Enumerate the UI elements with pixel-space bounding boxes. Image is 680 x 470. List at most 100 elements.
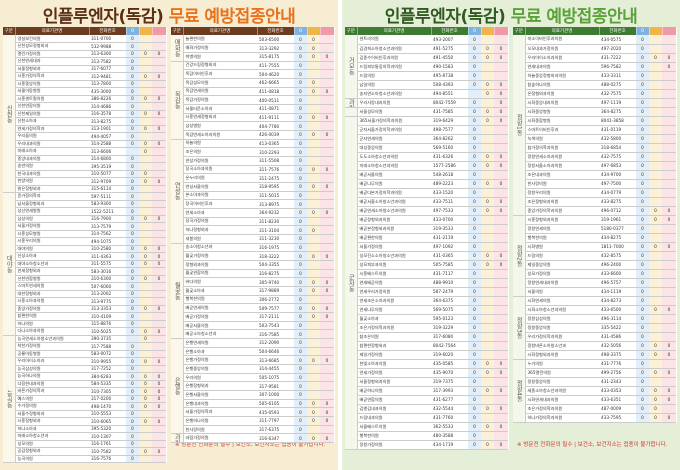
target-3-mark xyxy=(152,267,166,276)
target-3-mark xyxy=(662,116,676,126)
table-row: 정왕서울소아과의원 497-6853 0 xyxy=(513,161,676,171)
target-2-mark: 0 xyxy=(649,53,662,63)
clinic-phone: 317-6077 xyxy=(89,65,126,73)
target-3-mark xyxy=(494,296,508,306)
target-3-mark xyxy=(494,71,508,81)
table-row: 시화병원 1811-7000 0 0 0 xyxy=(513,242,676,252)
clinic-name: 성신연세병원 xyxy=(15,207,89,216)
target-1-mark: 0 xyxy=(636,251,649,261)
clinic-name: 조은내과의원 xyxy=(525,170,599,180)
target-1-mark: 0 xyxy=(468,359,481,369)
target-1-mark: 0 xyxy=(636,377,649,387)
poster-left: 인플루엔자(독감) 무료 예방접종안내 ※ 방문전 전화문의 필수 | 보건소,… xyxy=(0,0,338,470)
target-2-mark xyxy=(481,377,494,387)
clinic-phone: 431-0119 xyxy=(599,125,636,135)
table-row: 새봄의원 311-3230 0 xyxy=(171,234,334,244)
target-3-mark: 0 xyxy=(152,245,166,253)
clinic-name: 신천연합병원 xyxy=(15,275,89,283)
clinic-name: 시흥성모병원 xyxy=(15,230,89,238)
table-row: 미래소아과 313-6606 0 xyxy=(3,147,166,156)
target-1-mark: 0 xyxy=(468,251,481,261)
clinic-name: 조은정형외과의원 xyxy=(525,197,599,207)
table-row: 우리내과의원 314-2588 0 0 0 xyxy=(3,140,166,148)
clinic-phone: 426-0039 xyxy=(257,130,294,140)
target-1-mark: 0 xyxy=(294,303,307,313)
target-3-mark xyxy=(662,125,676,135)
target-2-mark xyxy=(649,314,662,324)
clinic-name: 신성소아과 xyxy=(15,252,89,261)
table-row: 김앤김내과의원 432-5544 0 0 0 xyxy=(345,404,508,414)
clinic-phone: 488-0275 xyxy=(599,80,636,90)
table-row: 대성중앙의원 569-5160 0 xyxy=(345,143,508,153)
clinic-name: 김앤김내과의원 xyxy=(357,404,431,414)
target-3-mark xyxy=(494,242,508,252)
table-row: 온정형외과의원 432-7575 0 xyxy=(513,89,676,99)
target-2-mark: 0 xyxy=(481,422,494,432)
clinic-phone: 413-0365 xyxy=(257,139,294,149)
target-3-mark xyxy=(152,342,166,351)
target-2-mark: 0 xyxy=(307,165,320,175)
table-row: 정왕중앙의원 431-2343 0 xyxy=(513,377,676,387)
table-row: 하나의원 315-8876 0 xyxy=(3,320,166,328)
target-1-mark: 0 xyxy=(468,377,481,387)
table-row: 시화종합병원 8041-3858 0 xyxy=(513,116,676,126)
table-row: 제일중앙의원 496-2400 0 xyxy=(513,260,676,270)
clinic-name: 시화정형외과의원 xyxy=(525,350,599,360)
target-3-mark xyxy=(662,188,676,198)
target-3-mark xyxy=(662,287,676,297)
target-2-mark xyxy=(307,390,320,400)
table-row: 연세가정의원 435-9070 0 0 0 xyxy=(345,368,508,378)
target-2-mark xyxy=(481,242,494,252)
target-1-mark: 0 xyxy=(126,297,139,306)
clinic-table: 구분 의료기관명 전화번호 0 신천동 경실보건의원 311-0700 0 신천성모정형외과 53… xyxy=(3,27,167,463)
target-1-mark: 0 xyxy=(294,35,307,45)
target-1-mark: 0 xyxy=(126,237,139,246)
clinic-name: 우리아이소아과 xyxy=(15,357,89,366)
target-1-mark: 0 xyxy=(636,71,649,81)
clinic-phone: 316-3578 xyxy=(89,110,126,118)
target-1-mark: 0 xyxy=(126,267,139,276)
group-label: 정왕2동 xyxy=(513,215,526,297)
target-2-mark: 0 xyxy=(139,170,152,178)
target-3-mark xyxy=(494,341,508,351)
clinic-phone: 313-6685 xyxy=(257,355,294,366)
target-2-mark: 0 xyxy=(307,52,320,62)
target-3-mark xyxy=(662,152,676,162)
clinic-name: 다정한내과의원 xyxy=(15,380,89,388)
target-3-mark: 0 xyxy=(494,89,508,99)
target-1-mark: 0 xyxy=(294,156,307,166)
target-2-mark: 0 xyxy=(481,206,494,216)
table-row: 서울가정의원 497-1092 0 xyxy=(345,242,508,252)
footer-note: ※ 방문전 전화문의 필수 | 보건소, 보건지소는 접종이 불가합니다. xyxy=(517,442,668,448)
target-2-mark xyxy=(649,278,662,288)
clinic-name: 시흥가정의학과 xyxy=(15,72,89,81)
target-2-mark xyxy=(481,287,494,297)
clinic-name: 미래소아청소년과의원 xyxy=(357,161,431,171)
target-1-mark: 0 xyxy=(468,125,481,135)
target-1-mark: 0 xyxy=(126,192,139,201)
target-2-mark: 0 xyxy=(307,303,320,313)
table-row: 목감이비인후과 504-4620 0 xyxy=(171,69,334,79)
clinic-name: 배곧편한의원 xyxy=(357,233,431,243)
target-3-mark xyxy=(320,425,334,435)
clinic-phone: 433-6500 xyxy=(599,305,636,315)
target-3-mark xyxy=(320,199,334,209)
clinic-name: 서울수정형외과 xyxy=(15,410,89,418)
clinic-phone: 431-2343 xyxy=(599,377,636,387)
target-2-mark xyxy=(139,455,152,463)
target-2-mark: 0 xyxy=(307,78,320,88)
target-2-mark xyxy=(139,155,152,163)
clinic-name: 박병의원 xyxy=(183,52,257,62)
clinic-name: 삼성병원 xyxy=(183,121,257,131)
clinic-phone: 315-8175 xyxy=(257,52,294,62)
header-category: 구분 xyxy=(513,27,526,35)
group-label: 과림동 xyxy=(171,433,184,444)
clinic-phone: 364-9232 xyxy=(257,208,294,218)
target-2-mark xyxy=(139,320,152,328)
target-1-mark: 0 xyxy=(294,390,307,400)
clinic-name: 공룡아동병원 xyxy=(15,350,89,358)
table-row: 드림피부통증의학과의원 490-1583 0 xyxy=(345,62,508,72)
table-row: 스마트이비인후과 431-0119 0 xyxy=(513,125,676,135)
target-1-mark: 0 xyxy=(636,242,649,252)
